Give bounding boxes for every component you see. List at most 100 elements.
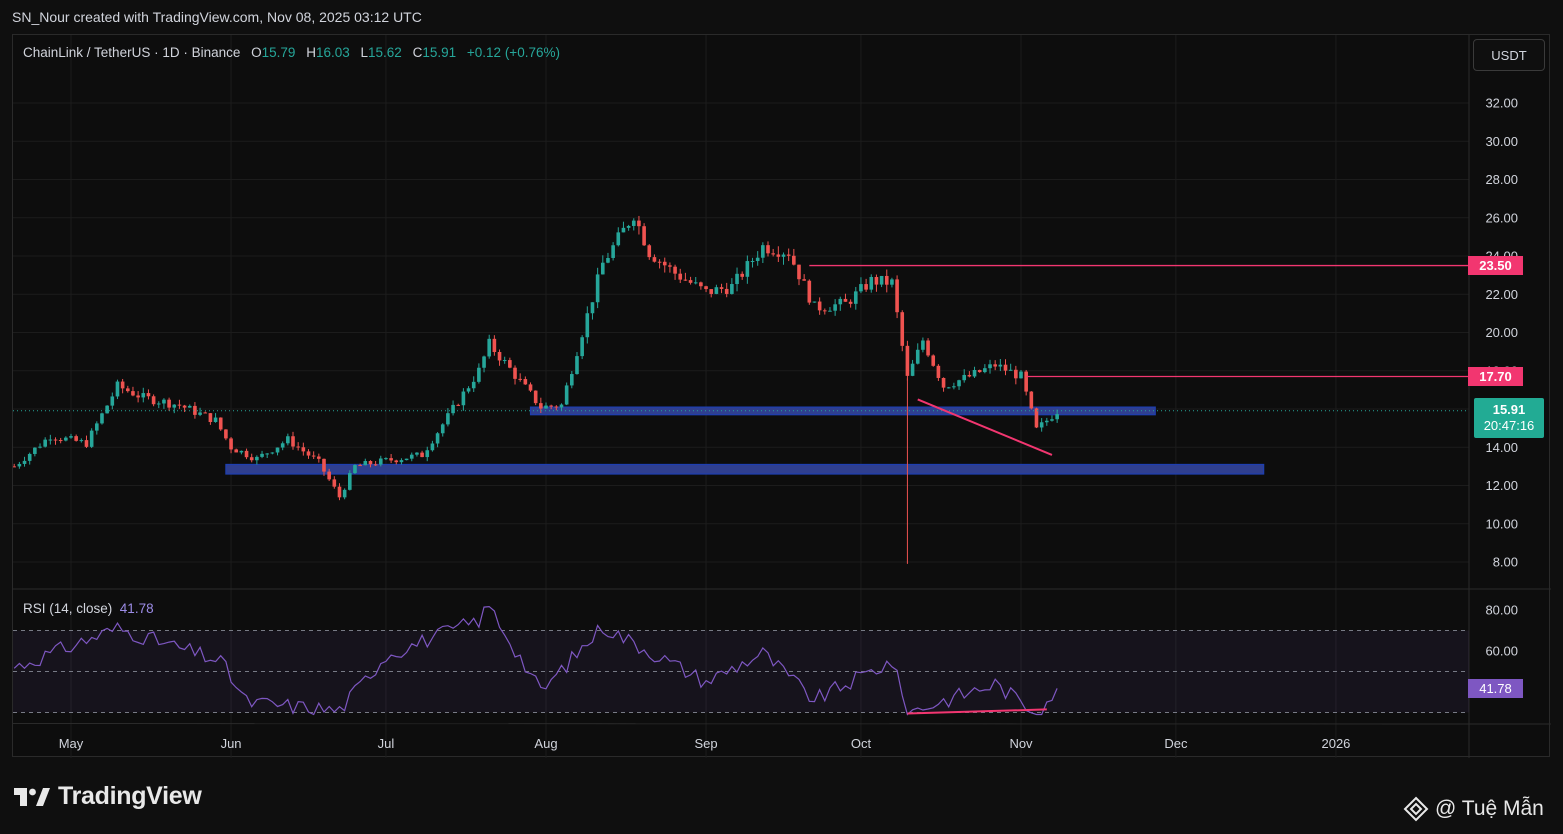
candle-body [952, 386, 956, 388]
candle-body [828, 310, 832, 312]
support-zone-1 [225, 463, 1265, 475]
candle-body [616, 232, 621, 246]
candlestick-chart[interactable]: 32.0030.0028.0026.0024.0022.0020.0018.00… [13, 35, 1551, 758]
candle-body [409, 454, 414, 459]
candle-body [84, 440, 89, 447]
candle-body [931, 355, 936, 366]
candle-body [213, 417, 218, 423]
candle-body [518, 378, 522, 380]
time-axis-label: Aug [534, 736, 557, 751]
candle-body [668, 265, 672, 267]
candle-body [869, 276, 874, 290]
candle-body [523, 379, 528, 385]
candle-body [317, 456, 321, 459]
candle-body [1019, 371, 1023, 379]
candle-body [332, 479, 337, 487]
candle-body [833, 304, 837, 311]
candle-body [890, 279, 894, 285]
rsi-legend[interactable]: RSI (14, close) 41.78 [23, 601, 154, 616]
time-axis-border [13, 723, 1551, 725]
candle-body [415, 452, 419, 455]
candle-body [730, 284, 734, 294]
candle-body [1055, 414, 1059, 420]
tradingview-wordmark: TradingView [58, 782, 202, 810]
candle-body [513, 367, 517, 379]
high-label: H [306, 45, 316, 60]
candle-body [404, 458, 409, 461]
candle-body [874, 276, 879, 285]
candle-body [461, 391, 466, 406]
candle-body [435, 433, 440, 444]
candle-body [430, 443, 435, 451]
candle-body [853, 291, 858, 304]
price-tag-resistance-high: 23.50 [1468, 256, 1523, 275]
candle-body [895, 279, 899, 313]
candle-body [528, 384, 533, 391]
bar-countdown: 20:47:16 [1483, 418, 1535, 433]
candle-body [172, 404, 177, 408]
time-axis-label: Sep [694, 736, 717, 751]
candle-body [714, 287, 719, 294]
candle-body [255, 456, 259, 461]
currency-button[interactable]: USDT [1473, 39, 1545, 71]
candle-body [492, 338, 497, 352]
candle-body [941, 377, 946, 388]
candle-body [43, 439, 47, 447]
candle-body [688, 280, 693, 283]
price-axis-label: 12.00 [1485, 478, 1518, 493]
rsi-divergence-line [907, 708, 1047, 715]
candle-body [53, 439, 58, 441]
time-axis-label: May [59, 736, 84, 751]
candle-body [260, 453, 264, 457]
candle-body [363, 461, 368, 466]
candle-body [291, 436, 295, 447]
candle-body [399, 460, 404, 463]
candle-body [420, 452, 424, 458]
candle-body [162, 399, 166, 404]
price-axis-label: 10.00 [1485, 516, 1518, 531]
candle-body [33, 447, 37, 454]
candle-body [683, 279, 688, 281]
candle-body [38, 446, 42, 448]
candle-body [208, 413, 213, 423]
open-value: 15.79 [261, 45, 296, 60]
candle-body [993, 364, 997, 367]
candle-body [910, 363, 915, 376]
time-axis-label: Jun [221, 736, 242, 751]
candle-body [735, 273, 739, 285]
candle-body [347, 473, 352, 490]
candle-body [229, 438, 233, 450]
candle-body [244, 450, 249, 458]
candle-body [580, 337, 584, 357]
symbol-legend[interactable]: ChainLink / TetherUS · 1D · Binance O15.… [23, 45, 560, 60]
candle-body [884, 275, 889, 285]
candle-body [792, 255, 796, 265]
candle-body [141, 393, 146, 398]
candle-body [564, 385, 569, 405]
candle-body [776, 254, 781, 257]
candle-body [802, 279, 806, 281]
candle-body [456, 404, 461, 406]
rsi-label: RSI (14, close) [23, 601, 113, 616]
tradingview-logo[interactable]: TradingView [14, 782, 202, 811]
candle-body [704, 286, 708, 290]
high-value: 16.03 [315, 45, 350, 60]
candle-body [156, 403, 161, 405]
candle-body [766, 245, 770, 254]
candle-body [946, 387, 951, 389]
candle-body [786, 254, 791, 256]
price-axis-label: 30.00 [1485, 134, 1518, 149]
candle-body [322, 458, 326, 472]
candle-body [502, 360, 507, 362]
candle-body [471, 381, 476, 389]
chart-frame[interactable]: 32.0030.0028.0026.0024.0022.0020.0018.00… [12, 34, 1551, 758]
last-price-value: 15.91 [1492, 402, 1526, 417]
divergence-trendline [917, 398, 1053, 456]
candle-body [306, 451, 311, 456]
candle-body [539, 403, 543, 409]
candle-body [1045, 420, 1049, 423]
candle-body [100, 413, 104, 424]
candle-body [17, 463, 22, 467]
candle-body [440, 424, 445, 434]
candle-body [817, 301, 822, 311]
